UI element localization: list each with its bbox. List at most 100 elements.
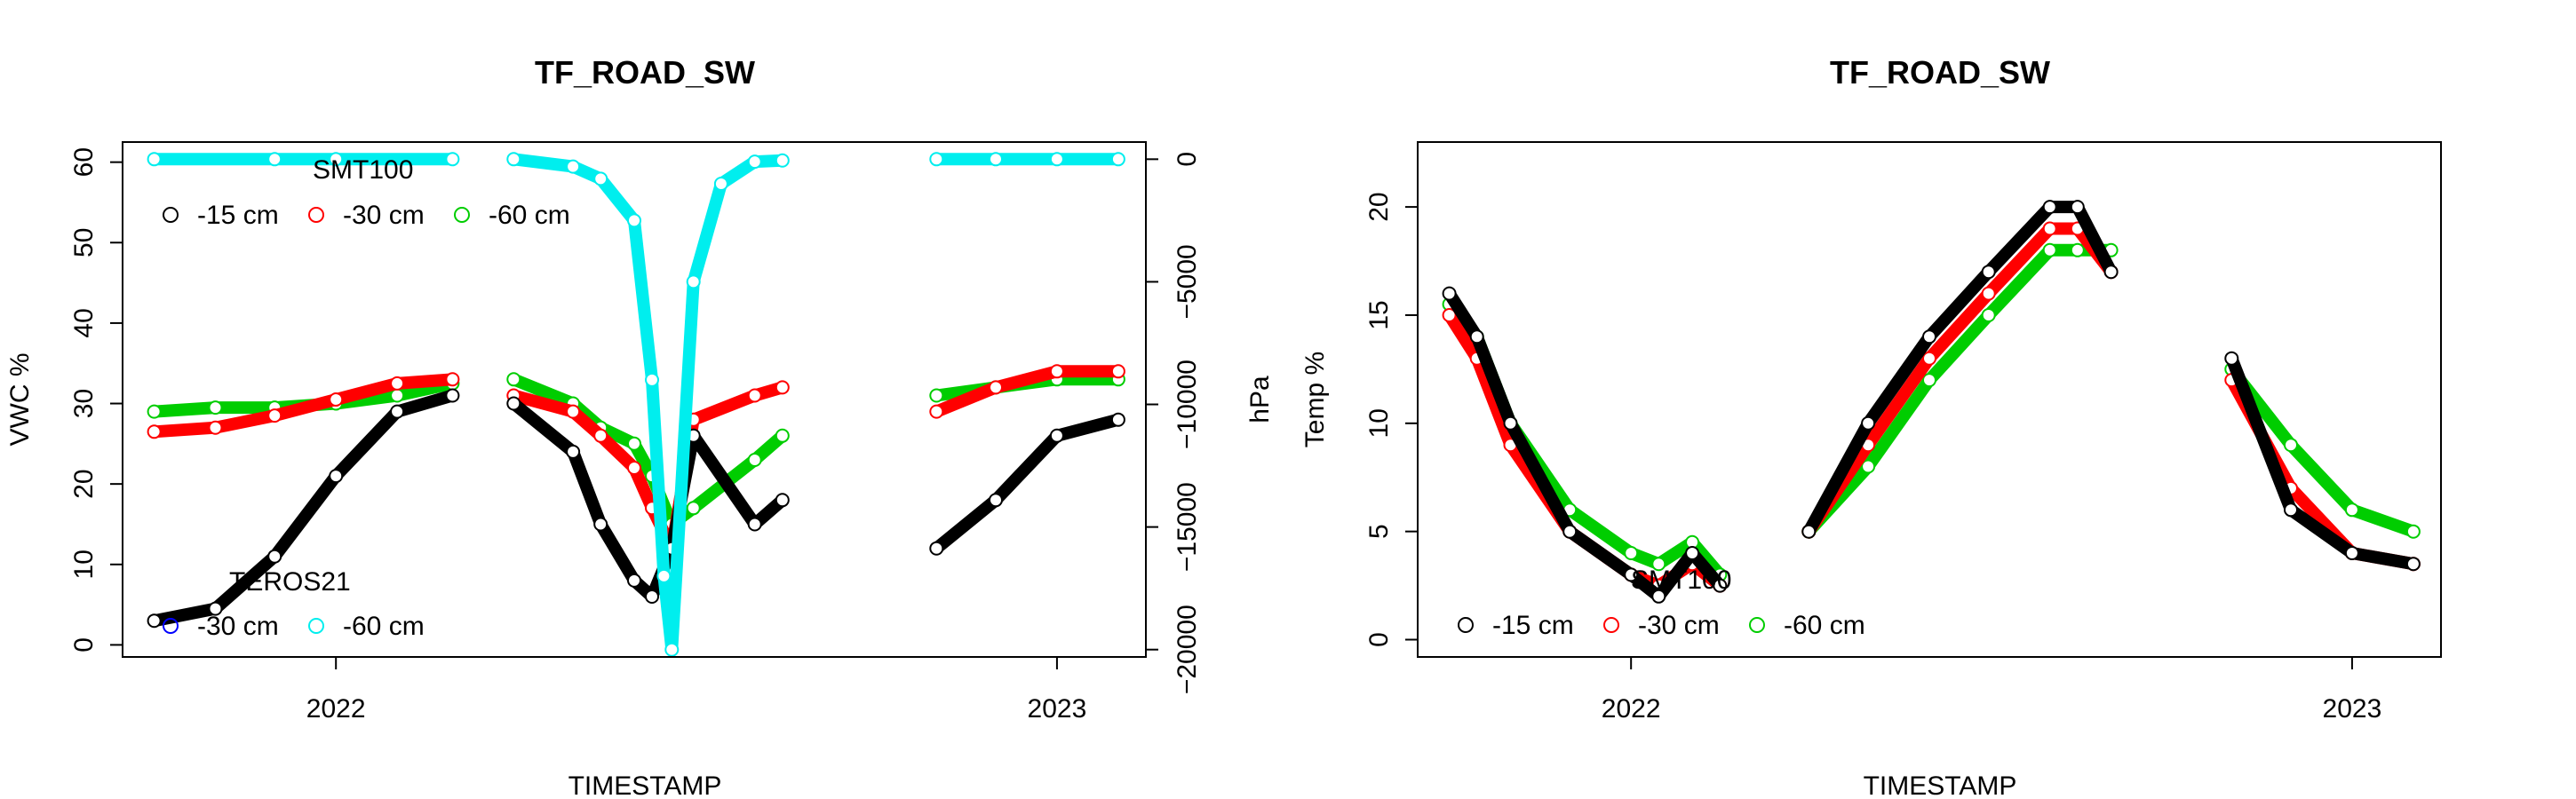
left-series-2-point	[1110, 364, 1125, 379]
left-y-tick-label: 30	[69, 389, 99, 418]
left-series-4-point	[686, 274, 701, 289]
right-series-3-point	[1861, 415, 1876, 431]
left-series-4-point	[713, 177, 728, 191]
right-series-1-segment-1	[1443, 297, 1727, 581]
right-series-3-segment-3	[2225, 352, 2420, 571]
right-series-1-point	[1981, 308, 1996, 322]
left-series-3-point	[593, 517, 608, 532]
left-legend-teros21: TEROS21 -30 cm -60 cm	[163, 567, 425, 641]
left-series-1-point	[627, 436, 641, 451]
left-y-tick-label: 10	[69, 550, 99, 579]
left-series-3-point	[929, 541, 944, 556]
right-legend-smt100-title: SMT100	[1631, 566, 1731, 595]
right-series-3-point	[1651, 589, 1666, 604]
left-legend-smt100-entry-3: -60 cm	[489, 201, 570, 230]
right-x-axis-label: TIMESTAMP	[1864, 771, 2017, 799]
right-series-3-point	[1562, 524, 1578, 539]
left-series-2-point	[147, 424, 162, 439]
legend-marker-red	[1603, 617, 1619, 633]
left-x-axis-label: TIMESTAMP	[568, 771, 722, 799]
left-legend-smt100-entry-1: -15 cm	[197, 201, 279, 230]
left-x-tick-label: 2023	[1028, 694, 1087, 724]
left-y-tick-label: 40	[69, 308, 99, 337]
left-y2-tick-label: −15000	[1173, 482, 1202, 572]
left-series-3-point	[747, 517, 762, 532]
left-series-3-point	[445, 388, 460, 403]
right-plot-frame	[1417, 141, 2442, 658]
left-series-4-point	[747, 154, 762, 170]
left-series-2-point	[329, 392, 344, 407]
right-legend-smt100-entry-3: -60 cm	[1784, 611, 1865, 640]
right-series-3-point	[2284, 502, 2298, 518]
right-series-3-point	[2103, 265, 2119, 280]
left-series-3-point	[566, 444, 581, 459]
right-series-1-point	[1861, 459, 1876, 474]
left-series-4-point	[267, 152, 282, 167]
right-x-tick-label: 2022	[1602, 694, 1661, 724]
right-y-tick-label: 0	[1364, 632, 1394, 647]
right-series-3-point	[1469, 329, 1484, 344]
left-series-3-point	[989, 493, 1003, 508]
left-legend-teros21-title: TEROS21	[229, 567, 351, 597]
left-legend-smt100: SMT100 -15 cm -30 cm -60 cm	[163, 155, 570, 230]
left-y-tick-label: 20	[69, 469, 99, 498]
left-series-4-point	[989, 152, 1003, 167]
legend-marker-black	[163, 207, 179, 223]
left-series-3-point	[1110, 412, 1125, 427]
right-series-2-point	[1442, 308, 1457, 322]
right-x-axis: 2022 2023	[1602, 656, 2381, 724]
left-legend-smt100-title: SMT100	[313, 155, 413, 185]
right-series-1-point	[1651, 557, 1666, 572]
right-series-2-point	[1981, 286, 1996, 301]
left-series-1-point	[929, 388, 944, 403]
left-series-4-point	[645, 372, 659, 387]
left-series-4-point	[147, 152, 162, 167]
legend-marker-green	[454, 207, 470, 223]
legend-marker-green	[1749, 617, 1765, 633]
left-series-1-point	[686, 501, 701, 516]
left-series-1-point	[775, 428, 790, 443]
right-legend-smt100-entry-2: -30 cm	[1638, 611, 1720, 640]
right-series-layer	[1442, 200, 2421, 604]
left-series-3-point	[208, 601, 223, 616]
right-series-3-point	[1981, 265, 1996, 280]
left-series-3-point	[390, 404, 405, 419]
right-series-1-point	[2405, 524, 2421, 539]
legend-marker-black	[1458, 617, 1474, 633]
right-series-3-point	[1922, 329, 1936, 344]
left-series-3-segment-1	[147, 389, 459, 628]
right-y-tick-label: 10	[1364, 408, 1394, 438]
left-panel: TF_ROAD_SW 0 10 20 30 40 50 60 0 −5000 −10000 −15…	[5, 54, 1275, 799]
right-series-3-segment-1	[1443, 287, 1727, 603]
right-panel: TF_ROAD_SW 0 5 10 15 20 2022 2023 TIMESTAMP T…	[1300, 54, 2442, 799]
right-series-3-point	[2224, 351, 2239, 366]
right-series-3-point	[2042, 200, 2057, 215]
right-series-1-point	[2042, 242, 2057, 257]
left-series-2-point	[208, 420, 223, 435]
left-series-4-point	[627, 213, 641, 228]
left-y2-tick-label: 0	[1173, 152, 1202, 167]
right-series-1-segment-2	[1802, 243, 2118, 538]
right-legend-smt100: SMT100 -15 cm -30 cm -60 cm	[1458, 566, 1865, 640]
left-series-1-point	[208, 400, 223, 415]
legend-marker-blue	[163, 618, 179, 634]
left-series-2-point	[566, 404, 581, 419]
left-series-3-point	[147, 613, 162, 629]
left-series-2-point	[267, 408, 282, 423]
left-series-2-point	[627, 461, 641, 475]
left-series-4-point	[664, 642, 680, 657]
legend-marker-red	[308, 207, 324, 223]
left-series-2-point	[593, 428, 608, 443]
left-series-2-point	[390, 376, 405, 391]
left-series-3-point	[329, 469, 344, 484]
left-series-2-segment-1	[147, 373, 459, 439]
right-series-3-point	[2344, 546, 2359, 560]
left-series-2-point	[1049, 364, 1064, 379]
left-chart-title: TF_ROAD_SW	[535, 54, 755, 91]
left-series-4-point	[506, 152, 521, 167]
left-series-1-point	[390, 388, 405, 403]
right-series-1-point	[1922, 373, 1936, 388]
left-series-3-point	[645, 589, 659, 604]
left-series-2-point	[929, 404, 944, 419]
legend-marker-cyan	[308, 618, 324, 634]
